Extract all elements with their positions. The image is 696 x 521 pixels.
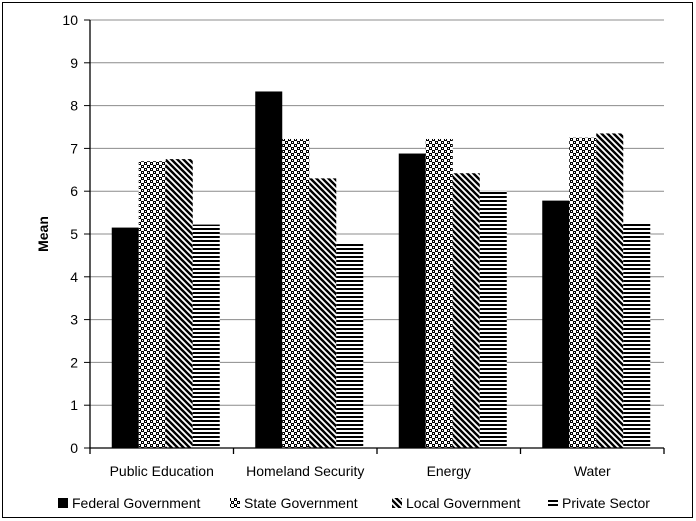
bar-federal-government-water: [542, 200, 570, 448]
legend: Federal Government State Government Local …: [58, 495, 650, 511]
bar-state-government-water: [569, 137, 597, 448]
bar-private-sector-water: [623, 222, 651, 448]
x-axis-category-labels: Public Education Homeland Security Energy W…: [110, 463, 611, 479]
bar-federal-government-homeland-security: [255, 91, 283, 448]
y-tick-label: 0: [70, 440, 78, 456]
y-axis-tick-labels: 0 1 2 3 4 5 6 7 8 9 10: [62, 12, 78, 456]
legend-item-federal-government: Federal Government: [58, 495, 201, 511]
category-label: Public Education: [110, 463, 214, 479]
legend-swatch: [58, 498, 68, 508]
y-tick-label: 9: [70, 55, 78, 71]
bar-local-government-energy: [452, 173, 480, 448]
legend-label: Private Sector: [562, 495, 650, 511]
legend-label: Local Government: [406, 495, 521, 511]
legend-item-state-government: State Government: [230, 495, 358, 511]
category-label: Homeland Security: [246, 463, 364, 479]
legend-item-local-government: Local Government: [392, 495, 521, 511]
y-tick-label: 10: [62, 12, 78, 28]
category-label: Water: [574, 463, 611, 479]
legend-label: State Government: [244, 495, 358, 511]
y-tick-label: 8: [70, 98, 78, 114]
legend-swatch: [230, 498, 240, 508]
bar-private-sector-energy: [479, 191, 507, 448]
axes: [89, 20, 665, 454]
y-tick-label: 3: [70, 312, 78, 328]
bar-federal-government-energy: [398, 153, 426, 448]
bar-private-sector-public-education: [192, 224, 220, 448]
bar-local-government-public-education: [165, 159, 193, 448]
bar-state-government-public-education: [138, 161, 166, 449]
bars: [111, 91, 651, 449]
bar-state-government-energy: [425, 138, 453, 448]
bar-private-sector-homeland-security: [336, 242, 364, 448]
legend-swatch: [548, 498, 558, 508]
legend-swatch: [392, 498, 402, 508]
y-tick-label: 7: [70, 140, 78, 156]
bar-local-government-homeland-security: [309, 178, 337, 449]
category-label: Energy: [427, 463, 471, 479]
y-tick-label: 6: [70, 183, 78, 199]
y-tick-label: 2: [70, 354, 78, 370]
bar-federal-government-public-education: [111, 227, 139, 448]
y-axis-label: Mean: [35, 216, 51, 252]
y-tick-label: 4: [70, 269, 78, 285]
legend-label: Federal Government: [72, 495, 201, 511]
bar-local-government-water: [596, 133, 624, 449]
legend-item-private-sector: Private Sector: [548, 495, 650, 511]
y-tick-label: 5: [70, 226, 78, 242]
bar-state-government-homeland-security: [282, 138, 310, 448]
y-tick-label: 1: [70, 397, 78, 413]
